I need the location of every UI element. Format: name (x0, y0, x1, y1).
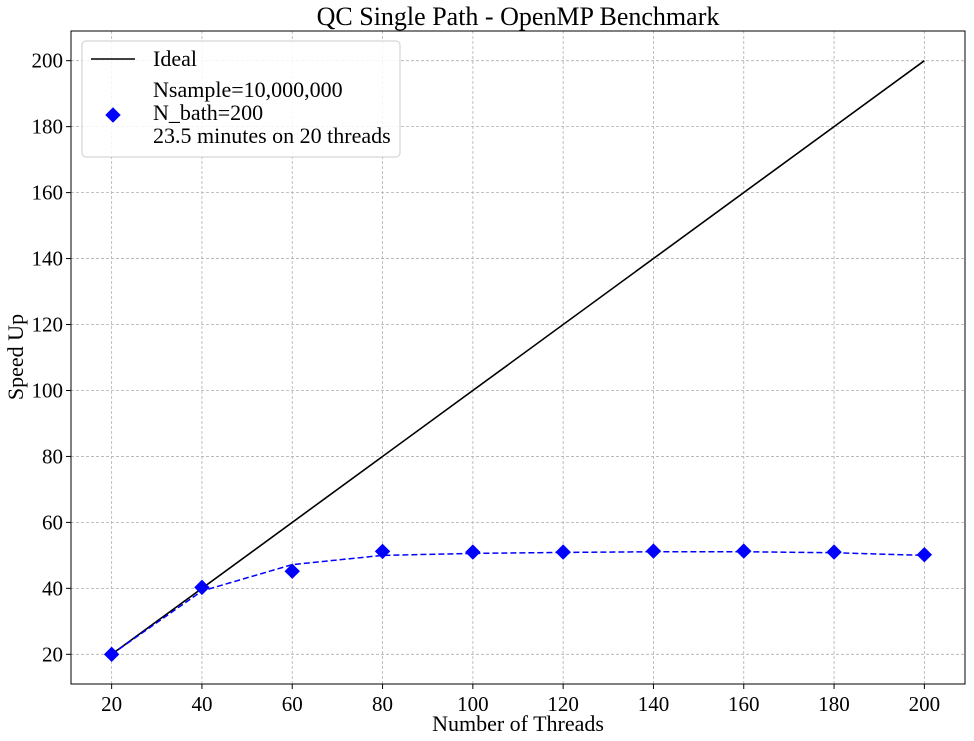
chart-title: QC Single Path - OpenMP Benchmark (317, 2, 720, 31)
speedup-data-point (465, 544, 481, 560)
y-tick-label: 40 (42, 576, 63, 600)
x-tick-label: 140 (638, 692, 670, 716)
y-tick-label: 200 (32, 49, 64, 73)
x-tick-label: 200 (909, 692, 941, 716)
ideal-series-line (111, 60, 925, 655)
y-tick-label: 100 (32, 378, 64, 402)
x-axis-label: Number of Threads (432, 711, 604, 736)
y-tick-label: 120 (32, 313, 64, 337)
x-tick-label: 40 (191, 692, 212, 716)
legend-speedup-label: Nsample=10,000,000 N_bath=200 23.5 minutes… (153, 77, 391, 148)
plot-frame (70, 30, 966, 685)
speedup-data-point (284, 563, 300, 579)
x-tick-label: 20 (101, 692, 122, 716)
y-tick-label: 140 (32, 247, 64, 271)
grid (71, 31, 965, 684)
speedup-data-point (194, 579, 210, 596)
speedup-data-point (826, 544, 842, 560)
legend: Ideal Nsample=10,000,000 N_bath=200 23.5 mi… (81, 40, 401, 158)
x-tick-label: 80 (372, 692, 393, 716)
y-axis-label: Speed Up (3, 314, 28, 400)
series-layer (103, 60, 933, 663)
x-tick-label: 60 (282, 692, 303, 716)
y-tick-label: 180 (32, 115, 64, 139)
legend-speedup-label-line: N_bath=200 (153, 100, 263, 125)
x-tick-label: 160 (728, 692, 760, 716)
x-tick-label: 120 (547, 692, 579, 716)
x-axis-ticks: 20 40 60 80 100 120 140 160 180 200 (101, 684, 940, 716)
legend-box (81, 40, 401, 158)
y-tick-label: 160 (32, 181, 64, 205)
x-tick-label: 100 (457, 692, 489, 716)
y-tick-label: 60 (42, 510, 63, 534)
legend-ideal-label: Ideal (153, 46, 197, 71)
legend-speedup-label-line: Nsample=10,000,000 (153, 77, 343, 102)
legend-speedup-swatch (105, 107, 121, 123)
speedup-data-point (736, 543, 752, 559)
legend-speedup-label-line: 23.5 minutes on 20 threads (153, 123, 391, 148)
speedup-data-point (645, 543, 662, 559)
y-tick-label: 20 (42, 642, 63, 666)
y-tick-label: 80 (42, 444, 63, 468)
speedup-trend-line (111, 551, 925, 655)
x-tick-label: 180 (818, 692, 850, 716)
y-axis-ticks: 20 40 60 80 100 120 140 160 180 200 (32, 49, 71, 666)
speedup-data-point (555, 544, 571, 560)
